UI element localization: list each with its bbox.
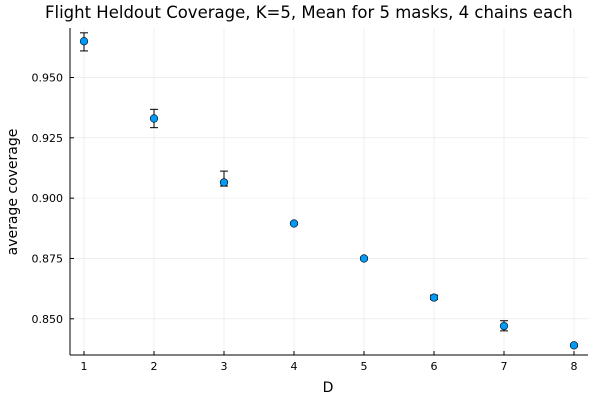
data-point	[219, 178, 229, 187]
ticks-layer: 1 2 3 4 5 6 7 8 0.850 0.875 0.900 0.925 0.950	[32, 71, 578, 373]
y-tick-label: 0.875	[32, 252, 64, 265]
points-layer	[79, 37, 579, 350]
data-point	[149, 114, 159, 123]
data-point	[429, 293, 439, 302]
x-tick-label: 4	[291, 360, 298, 373]
x-tick-label: 2	[151, 360, 158, 373]
x-tick-label: 8	[571, 360, 578, 373]
errorbar-layer	[80, 32, 578, 348]
y-tick-label: 0.850	[32, 313, 64, 326]
data-point	[79, 37, 89, 46]
x-tick-label: 6	[431, 360, 438, 373]
axes-layer	[69, 28, 588, 356]
x-tick-label: 7	[501, 360, 508, 373]
data-point	[569, 341, 579, 350]
x-tick-label: 3	[221, 360, 228, 373]
chart-title: Flight Heldout Coverage, K=5, Mean for 5…	[45, 3, 573, 22]
x-tick-label: 1	[81, 360, 88, 373]
data-point	[289, 219, 299, 228]
data-point	[499, 321, 509, 331]
y-tick-label: 0.900	[32, 192, 64, 205]
x-tick-label: 5	[361, 360, 368, 373]
x-axis-label: D	[323, 380, 334, 396]
y-tick-label: 0.925	[32, 132, 64, 145]
data-point	[359, 254, 369, 263]
y-tick-label: 0.950	[32, 71, 64, 84]
grid-layer	[70, 28, 588, 355]
y-axis-label: average coverage	[5, 129, 21, 256]
